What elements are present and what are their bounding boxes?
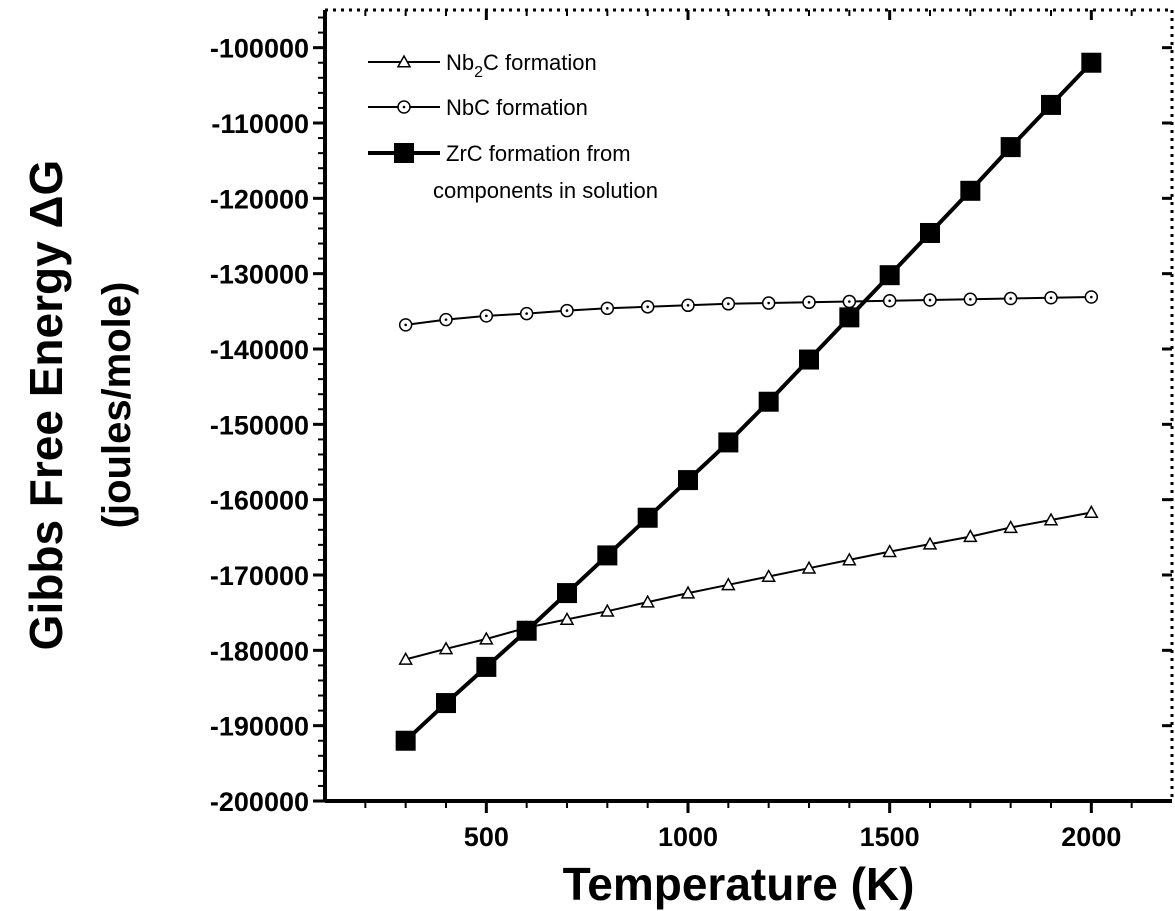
series-line (405, 511, 1092, 661)
y-tick-label: -140000 (210, 335, 309, 365)
circle-marker-dot (969, 297, 972, 301)
triangle-marker (680, 585, 696, 599)
legend-entry-0: Nb2C formation (368, 50, 597, 81)
legend-entry-1: NbC formation (368, 95, 588, 120)
square-marker (557, 583, 577, 604)
triangle-marker (963, 529, 978, 543)
circle-marker-dot (646, 305, 649, 309)
x-tick-label: 500 (464, 822, 509, 852)
square-marker (1041, 94, 1061, 115)
y-tick-label: -180000 (210, 636, 309, 666)
circle-marker-dot (848, 300, 851, 303)
y-tick-label: -200000 (210, 787, 309, 817)
y-tick-label: -150000 (210, 410, 309, 440)
triangle-marker (479, 631, 494, 645)
square-marker (839, 307, 860, 328)
square-marker (879, 265, 900, 286)
circle-marker-dot (525, 312, 528, 315)
legend-label-line2: components in solution (433, 178, 658, 203)
circle-marker-dot (606, 307, 609, 310)
legend: Nb2C formation NbC formation ZrC formation… (368, 50, 658, 203)
circle-marker-dot (888, 299, 891, 303)
square-marker (718, 432, 739, 453)
square-marker (758, 391, 779, 412)
square-marker (394, 143, 414, 163)
square-marker (597, 545, 618, 566)
circle-marker-dot (444, 318, 448, 321)
circle-marker-dot (1090, 295, 1093, 299)
series-1 (398, 290, 1099, 332)
circle-marker-dot (1009, 297, 1012, 300)
triangle-marker (801, 560, 817, 574)
square-marker (436, 693, 456, 714)
x-tick-label: 1500 (860, 822, 920, 852)
circle-marker-dot (565, 309, 569, 312)
series-0 (398, 504, 1099, 665)
circle-marker-dot (402, 105, 406, 109)
axis-labels: Temperature (K) Gibbs Free Energy ΔG (joul… (20, 160, 914, 910)
circle-marker-dot (767, 301, 770, 305)
y-tick-label: -120000 (210, 184, 309, 214)
triangle-marker (600, 603, 615, 617)
square-marker (1081, 52, 1102, 73)
circle-marker-dot (686, 304, 690, 307)
triangle-marker (559, 611, 575, 625)
circle-marker-dot (807, 300, 811, 304)
triangle-marker (438, 641, 454, 655)
x-axis-title: Temperature (K) (563, 858, 915, 910)
square-marker (395, 730, 416, 751)
triangle-marker (721, 577, 736, 591)
triangle-marker (1003, 519, 1018, 534)
square-marker (678, 470, 698, 491)
data-series (395, 52, 1102, 751)
circle-marker-dot (404, 323, 407, 327)
legend-label: ZrC formation from (446, 141, 631, 166)
y-axis-units: (joules/mole) (95, 282, 139, 529)
legend-label: NbC formation (446, 95, 588, 120)
triangle-marker (882, 544, 897, 558)
triangle-marker (1084, 504, 1099, 519)
circle-marker-dot (727, 302, 730, 306)
series-line (405, 296, 1092, 326)
y-tick-label: -170000 (210, 561, 309, 591)
x-tick-label: 2000 (1061, 822, 1121, 852)
triangle-marker (396, 54, 412, 68)
triangle-marker (640, 594, 655, 608)
legend-label: Nb2C formation (446, 50, 597, 81)
triangle-marker (842, 552, 857, 566)
circle-marker-dot (1049, 296, 1053, 300)
square-marker (637, 507, 658, 528)
square-marker (516, 620, 537, 641)
plot-frame (323, 8, 1174, 803)
x-tick-label: 1000 (658, 822, 718, 852)
square-marker (920, 222, 940, 243)
triangle-marker (761, 568, 776, 583)
square-marker (1000, 137, 1021, 158)
square-marker (799, 349, 819, 370)
axis-ticks: -200000 -190000 -180000 -170000 -160000 -1500… (210, 10, 1172, 852)
circle-marker-dot (928, 298, 932, 302)
circle-marker-dot (485, 314, 488, 318)
y-tick-label: -110000 (211, 109, 309, 139)
triangle-marker (398, 651, 413, 665)
square-marker (960, 180, 981, 201)
triangle-marker (1043, 512, 1059, 526)
series-2 (395, 52, 1102, 751)
triangle-marker (922, 536, 938, 550)
y-tick-label: -100000 (210, 34, 309, 64)
y-axis-title: Gibbs Free Energy ΔG (20, 160, 72, 651)
y-tick-label: -190000 (210, 712, 309, 742)
y-tick-label: -160000 (210, 486, 309, 516)
legend-entry-2: ZrC formation from components in solution (368, 141, 658, 203)
y-tick-label: -130000 (210, 260, 309, 290)
square-marker (476, 656, 497, 677)
